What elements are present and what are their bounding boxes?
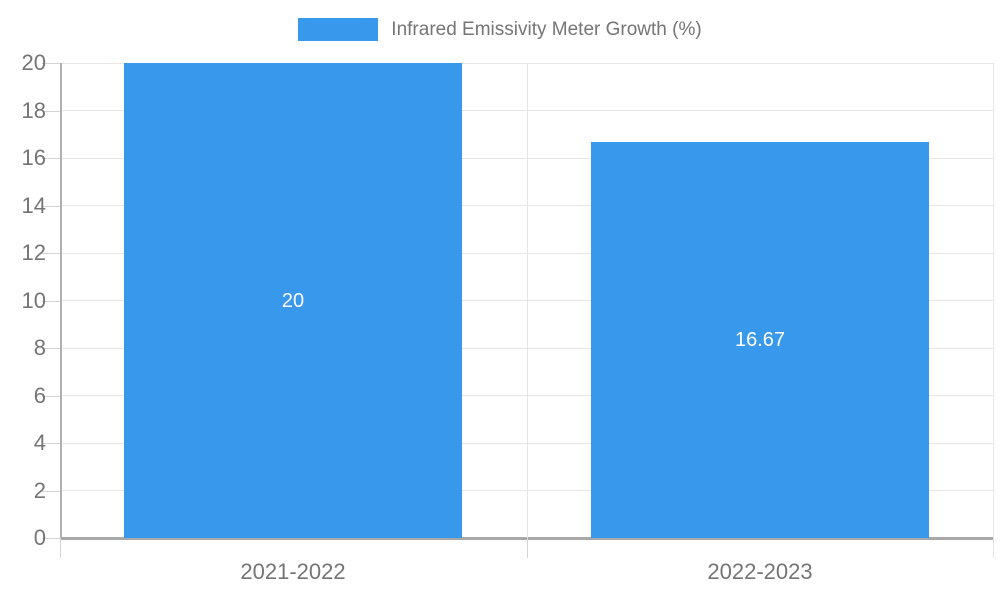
y-tick-label: 2 [33, 478, 46, 503]
y-tick-label: 16 [21, 145, 46, 170]
legend-label: Infrared Emissivity Meter Growth (%) [391, 18, 702, 40]
y-gridline [60, 395, 993, 396]
plot-right-border [993, 63, 994, 558]
x-tick-mark [527, 538, 528, 558]
y-tick-label: 10 [21, 288, 46, 313]
bar-value-label: 16.67 [734, 329, 786, 351]
y-axis-line [60, 63, 62, 538]
y-tick-mark [42, 253, 60, 254]
y-tick-label: 4 [33, 430, 46, 455]
legend-swatch [298, 18, 379, 41]
y-gridline [60, 300, 993, 301]
y-gridline [60, 110, 993, 111]
y-tick-mark [42, 301, 60, 302]
y-tick-label: 12 [21, 240, 46, 265]
y-tick-mark [42, 206, 60, 207]
y-tick-label: 8 [33, 335, 46, 360]
y-tick-mark [42, 111, 60, 112]
x-axis-line [60, 537, 993, 540]
y-tick-mark [42, 443, 60, 444]
y-tick-label: 6 [33, 383, 46, 408]
y-gridline [60, 348, 993, 349]
category-divider-gridline [527, 63, 528, 538]
y-tick-label: 0 [33, 525, 46, 550]
chart-legend[interactable]: Infrared Emissivity Meter Growth (%) [0, 18, 1000, 41]
y-tick-label: 14 [21, 193, 46, 218]
bar-value-label: 20 [281, 290, 305, 312]
y-gridline [60, 205, 993, 206]
y-gridline [60, 63, 993, 64]
y-gridline [60, 443, 993, 444]
y-tick-mark [42, 396, 60, 397]
bar [591, 142, 929, 538]
x-category-label: 2022-2023 [707, 559, 813, 584]
y-tick-mark [42, 63, 60, 64]
y-tick-mark [42, 158, 60, 159]
bar [124, 63, 462, 538]
y-gridline [60, 158, 993, 159]
y-tick-label: 18 [21, 98, 46, 123]
y-gridline [60, 253, 993, 254]
y-tick-mark [42, 491, 60, 492]
x-category-label: 2021-2022 [240, 559, 346, 584]
x-tick-mark [60, 538, 61, 558]
y-tick-mark [42, 348, 60, 349]
y-tick-label: 20 [21, 50, 46, 75]
y-tick-mark [42, 538, 60, 539]
y-gridline [60, 490, 993, 491]
